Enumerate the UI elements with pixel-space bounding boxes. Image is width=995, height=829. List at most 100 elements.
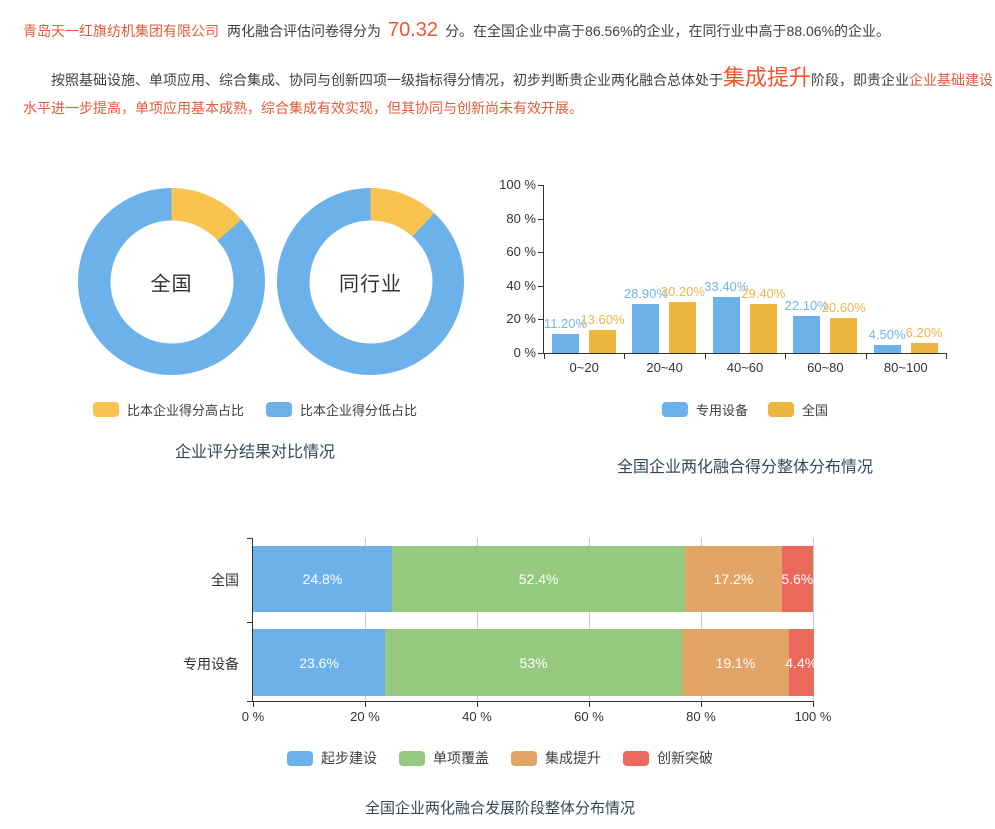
x-axis-tick xyxy=(785,353,787,359)
bar-专用设备-80~100[interactable] xyxy=(873,345,901,353)
x-axis-tick xyxy=(865,353,867,359)
summary-paragraph: 青岛天一红旗纺机集团有限公司 两化融合评估问卷得分为 70.32 分。在全国企业中高于… xyxy=(23,18,983,44)
score-value: 70.32 xyxy=(388,19,439,41)
x-axis-label: 0~20 xyxy=(569,360,599,375)
donut-legend: 比本企业得分高占比 比本企业得分低占比 xyxy=(60,400,450,419)
bar-value-label: 28.90% xyxy=(623,286,668,302)
x-axis-tick xyxy=(253,701,254,707)
bar-segment-创新突破[interactable]: 5.6% xyxy=(781,546,814,612)
legend-swatch-blue xyxy=(287,750,313,766)
donut-chart-title: 企业评分结果对比情况 xyxy=(174,444,335,461)
grid-line xyxy=(813,538,814,701)
bar-segment-单项覆盖[interactable]: 53% xyxy=(385,629,682,696)
legend-swatch-blue xyxy=(661,402,688,417)
legend-swatch-yellow xyxy=(92,402,119,417)
bar-segment-起步建设[interactable]: 23.6% xyxy=(253,629,386,696)
bar-全国-40~60[interactable] xyxy=(749,303,777,353)
segment-value-label: 52.4% xyxy=(518,571,559,587)
legend-item-stage-3[interactable]: 集成提升 xyxy=(511,748,601,768)
y-axis-tick xyxy=(538,218,544,220)
y-axis-tick xyxy=(247,622,253,623)
x-axis-tick xyxy=(365,701,366,707)
bar-专用设备-0~20[interactable] xyxy=(552,334,579,353)
bar-全国-80~100[interactable] xyxy=(910,342,938,353)
grid-line xyxy=(365,538,366,701)
legend-swatch-yellow xyxy=(768,402,794,417)
bar-value-label: 6.20% xyxy=(905,324,943,340)
x-axis-label: 80 % xyxy=(686,709,716,724)
x-axis-label: 40~60 xyxy=(726,360,764,375)
score-distribution-chart: 0 % 20 % 40 % 60 % 80 % 100 % 0~20 20~40 40~60 60… xyxy=(499,177,947,375)
bar-segment-创新突破[interactable]: 4.4% xyxy=(785,629,817,696)
bar-segment-起步建设[interactable]: 24.8% xyxy=(253,546,392,612)
bar-value-label: 13.60% xyxy=(580,312,625,328)
y-axis-tick xyxy=(538,353,544,354)
x-axis-label: 20~40 xyxy=(646,360,683,375)
legend-label: 比本企业得分高占比 xyxy=(126,403,244,418)
y-axis-tick xyxy=(538,252,544,254)
bar-专用设备-20~40[interactable] xyxy=(632,304,660,353)
segment-value-label: 4.4% xyxy=(785,654,818,671)
legend-item-special-equipment[interactable]: 专用设备 xyxy=(661,400,748,419)
legend-item-stage-4[interactable]: 创新突破 xyxy=(623,748,713,768)
bar-segment-单项覆盖[interactable]: 52.4% xyxy=(391,546,686,612)
bar-value-label: 33.40% xyxy=(704,278,749,294)
segment-value-label: 19.1% xyxy=(715,654,756,671)
x-axis-tick xyxy=(544,353,545,359)
assessment-text-3: 企业基础建设水平进一步提高，单项应用基本成熟，综合集成有效实现，但其协同与创新尚… xyxy=(23,72,994,116)
x-axis-label: 60~80 xyxy=(807,360,844,375)
bar-全国-20~40[interactable] xyxy=(669,302,697,353)
legend-label: 集成提升 xyxy=(545,750,601,766)
y-axis-label: 0 % xyxy=(513,345,536,360)
legend-item-national[interactable]: 全国 xyxy=(768,400,828,419)
legend-item-stage-2[interactable]: 单项覆盖 xyxy=(399,748,489,768)
x-axis-tick xyxy=(701,701,702,707)
y-axis-tick xyxy=(247,538,253,539)
donut-chart-national[interactable]: 全国 xyxy=(78,188,265,375)
legend-swatch-red xyxy=(623,750,649,766)
y-axis-tick xyxy=(538,319,544,321)
x-axis-tick xyxy=(589,701,590,707)
legend-item-lower[interactable]: 比本企业得分低占比 xyxy=(266,400,417,419)
segment-value-label: 24.8% xyxy=(302,571,343,587)
bar-value-label: 11.20% xyxy=(543,316,588,332)
development-stage-chart: 0 % 20 % 40 % 60 % 80 % 100 % 24.8% 52.4% 17.2% 5… xyxy=(183,538,831,724)
y-axis-label: 60 % xyxy=(506,244,536,260)
legend-label: 创新突破 xyxy=(657,750,713,766)
assessment-text-1: 按照基础设施、单项应用、综合集成、协同与创新四项一级指标得分情况，初步判断贵企业… xyxy=(51,72,723,88)
grid-line xyxy=(589,538,590,701)
y-axis-label: 80 % xyxy=(506,210,536,226)
legend-swatch-orange xyxy=(511,750,537,766)
x-axis-label: 100 % xyxy=(794,709,832,724)
stage-highlight: 集成提升 xyxy=(723,65,812,90)
bar-segment-集成提升[interactable]: 17.2% xyxy=(685,546,782,612)
legend-swatch-green xyxy=(399,750,425,766)
legend-label: 专用设备 xyxy=(695,403,748,418)
y-axis-label: 40 % xyxy=(506,277,536,293)
bar-chart-legend: 专用设备 全国 xyxy=(545,400,945,419)
legend-swatch-blue xyxy=(266,402,292,417)
assessment-text-2: 阶段，即贵企业 xyxy=(811,72,910,88)
donut-label-national: 全国 xyxy=(150,273,193,295)
donut-hole: 同行业 xyxy=(309,220,432,343)
bar-专用设备-60~80[interactable] xyxy=(793,315,821,353)
donut-chart-industry[interactable]: 同行业 xyxy=(277,188,464,375)
legend-label: 起步建设 xyxy=(321,750,377,766)
x-axis-label: 40 % xyxy=(462,709,492,724)
bar-segment-集成提升[interactable]: 19.1% xyxy=(681,629,789,696)
segment-value-label: 17.2% xyxy=(713,571,754,587)
bar-全国-0~20[interactable] xyxy=(589,330,616,353)
grid-line xyxy=(701,538,702,701)
legend-item-stage-1[interactable]: 起步建设 xyxy=(287,748,377,768)
row-label-专用设备: 专用设备 xyxy=(183,655,239,672)
bar-全国-60~80[interactable] xyxy=(830,318,858,353)
bar-value-label: 22.10% xyxy=(784,297,829,313)
bar-value-label: 20.60% xyxy=(821,300,866,316)
segment-value-label: 5.6% xyxy=(781,571,814,587)
bar-专用设备-40~60[interactable] xyxy=(712,296,740,353)
y-axis-tick xyxy=(247,701,253,702)
x-axis-tick xyxy=(624,353,626,359)
legend-label: 单项覆盖 xyxy=(433,750,489,766)
legend-label: 全国 xyxy=(802,403,829,418)
legend-item-higher[interactable]: 比本企业得分高占比 xyxy=(92,400,244,419)
